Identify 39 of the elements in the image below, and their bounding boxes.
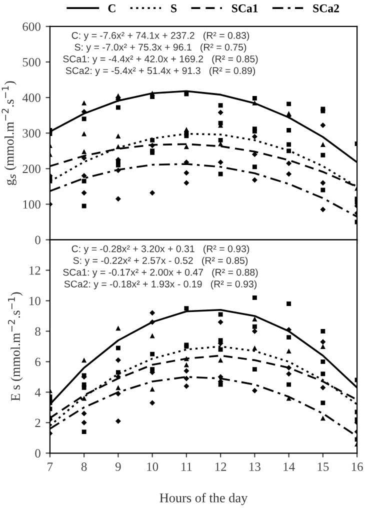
y-tick-label: 0 [35,449,40,458]
x-tick-label: 15 [318,462,329,471]
annotation: S: y = -0.22x² + 2.57x - 0.52 (R² = 0.85) [73,256,248,266]
x-tick-label: 10 [147,462,158,471]
annotation: SCa2: y = -5.4x² + 51.4x + 91.3 (R² = 0.89) [66,66,256,76]
annotation: SCa1: y = -0.17x² + 2.00x + 0.47 (R² = 0.88) [63,268,258,278]
x-tick-label: 12 [215,462,226,471]
y-tick-label: 6 [35,358,41,366]
y-tick-label: 4 [34,388,41,397]
x-tick-label: 16 [352,462,363,471]
x-axis-title: Hours of the day [160,492,248,506]
x-tick-label: 11 [182,462,192,471]
x-tick-label: 9 [115,462,121,471]
y-tick-label: 600 [22,22,40,31]
legend-label: C [108,4,116,12]
y-tick-label: 300 [22,129,40,138]
y-tick-label: 8 [35,327,40,336]
x-tick-label: 7 [48,462,53,471]
x-tick-label: 14 [284,462,295,471]
annotation: C: y = -0.28x² + 3.20x + 0.31 (R² = 0.93) [72,245,250,254]
y-tick-label: 500 [22,58,40,66]
legend-label: SCa2 [313,4,339,12]
legend-label: S [171,4,177,12]
x-tick-label: 13 [250,462,260,471]
y-tick-label: 400 [22,94,40,102]
y-tick-label: 10 [30,296,40,306]
x-tick-label: 8 [81,462,87,471]
y-tick-label: 0 [35,236,40,244]
y-axis-title: E s (mmol.m$^{−2}$.s$^{−1}$) [8,292,23,401]
annotation: SCa1: y = -4.4x² + 42.0x + 169.2 (R² = 0.85) [63,55,258,64]
y-tick-label: 12 [30,266,40,275]
y-tick-label: 200 [22,164,40,174]
y-tick-label: 2 [35,418,40,427]
annotation: S: y = -7.0x² + 75.3x + 96.1 (R² = 0.75) [74,43,246,53]
y-tick-label: 100 [23,200,40,209]
y-axis-title: g$_{s}$ (mmol.m$^{−2}$.s$^{−1}$) [2,81,16,186]
annotation: C: y = -7.6x² + 74.1x + 237.2 (R² = 0.83) [72,32,250,41]
annotation: SCa2: y = -0.18x² + 1.93x - 0.19 (R² = 0.93) [64,280,256,290]
legend-label: SCa1 [232,4,258,12]
